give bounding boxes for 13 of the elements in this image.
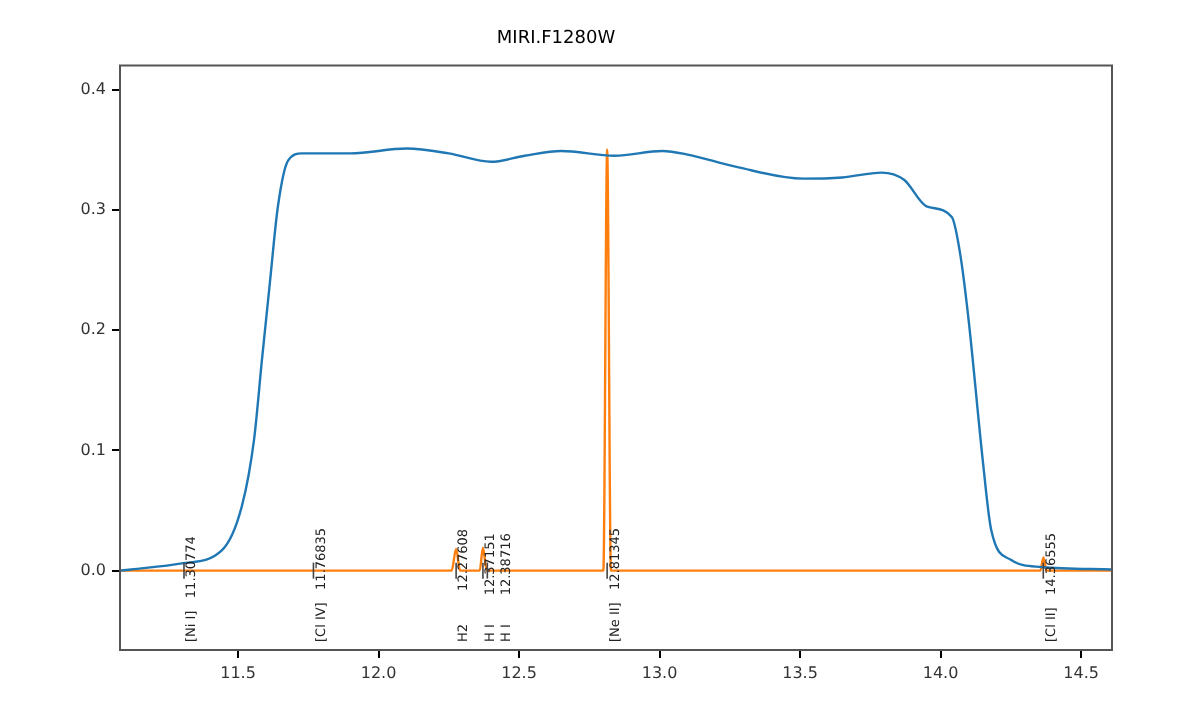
x-tick-label: 11.5 [220,663,256,682]
y-tick-label: 0.0 [80,560,106,579]
x-tick-label: 14.5 [1063,663,1099,682]
x-tick-label: 12.5 [501,663,537,682]
x-tick-label: 14.0 [922,663,959,682]
x-tick-label: 13.0 [641,663,678,682]
y-tick-label: 0.3 [80,200,106,219]
y-tick-label: 0.2 [80,320,106,339]
x-tick-label: 13.5 [782,663,818,682]
x-tick-label: 12.0 [360,663,397,682]
y-tick-label: 0.4 [80,79,106,98]
chart-title: MIRI.F1280W [496,29,616,50]
y-tick-label: 0.1 [80,440,106,459]
